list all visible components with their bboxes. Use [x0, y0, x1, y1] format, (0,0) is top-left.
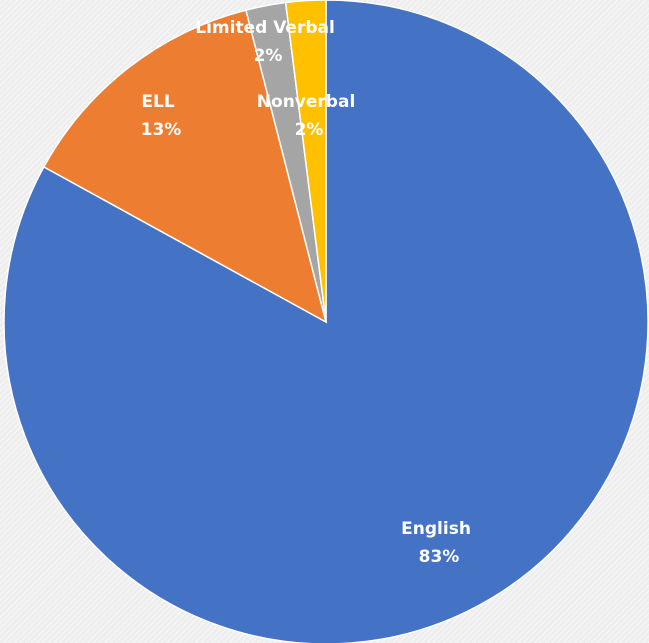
- pie-chart-svg: English 83% ELL 13% Limited Verbal 2% No…: [0, 0, 649, 643]
- pie-chart: English 83% ELL 13% Limited Verbal 2% No…: [0, 0, 649, 643]
